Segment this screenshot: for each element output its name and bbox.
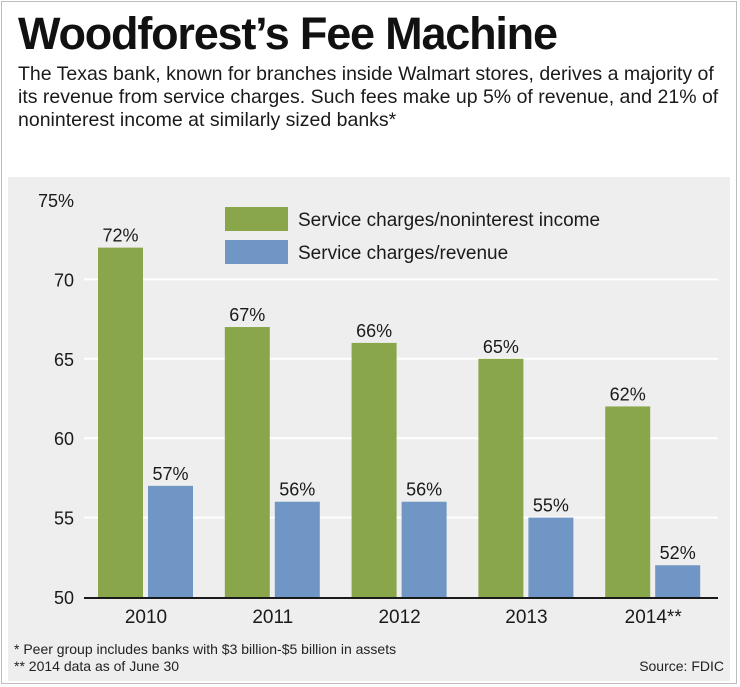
data-label: 62% — [610, 384, 646, 404]
data-label: 65% — [483, 337, 519, 357]
y-tick-label: 65 — [54, 350, 74, 370]
bar-revenue — [401, 501, 447, 597]
data-label: 56% — [279, 480, 315, 500]
bar-revenue — [655, 565, 701, 597]
source-credit: Source: FDIC — [639, 658, 724, 674]
legend-swatch — [225, 207, 288, 231]
footnote-2014-date: ** 2014 data as of June 30 — [14, 658, 180, 674]
page-title: Woodforest’s Fee Machine — [18, 8, 558, 59]
x-tick-label: 2013 — [505, 607, 547, 628]
data-label: 72% — [102, 226, 138, 246]
legend-label: Service charges/noninterest income — [298, 210, 600, 231]
bar-revenue — [528, 517, 574, 597]
data-label: 57% — [152, 464, 188, 484]
legend-label: Service charges/revenue — [298, 243, 508, 264]
data-label: 67% — [229, 305, 265, 325]
bar-noninterest-income — [478, 358, 524, 597]
data-label: 66% — [356, 321, 392, 341]
data-label: 56% — [406, 480, 442, 500]
y-tick-label: 50 — [54, 588, 74, 608]
bar-noninterest-income — [98, 247, 143, 597]
data-label: 55% — [533, 496, 569, 516]
bar-noninterest-income — [351, 342, 397, 597]
x-tick-label: 2011 — [252, 607, 293, 628]
bar-noninterest-income — [224, 327, 270, 597]
data-label: 52% — [660, 543, 696, 563]
bar-revenue — [148, 485, 193, 597]
subtitle: The Texas bank, known for branches insid… — [18, 63, 719, 131]
y-tick-label: 60 — [54, 429, 74, 449]
bar-noninterest-income — [605, 406, 651, 597]
x-tick-label: 2014** — [625, 607, 683, 628]
x-tick-label: 2012 — [378, 607, 420, 628]
legend-swatch — [225, 240, 288, 264]
y-tick-label: 55 — [54, 509, 74, 529]
y-tick-label: 70 — [54, 270, 74, 290]
x-tick-label: 2010 — [125, 607, 167, 628]
bar-revenue — [274, 501, 320, 597]
y-tick-label: 75% — [38, 191, 74, 211]
footnote-peer-group: * Peer group includes banks with $3 bill… — [14, 641, 397, 657]
